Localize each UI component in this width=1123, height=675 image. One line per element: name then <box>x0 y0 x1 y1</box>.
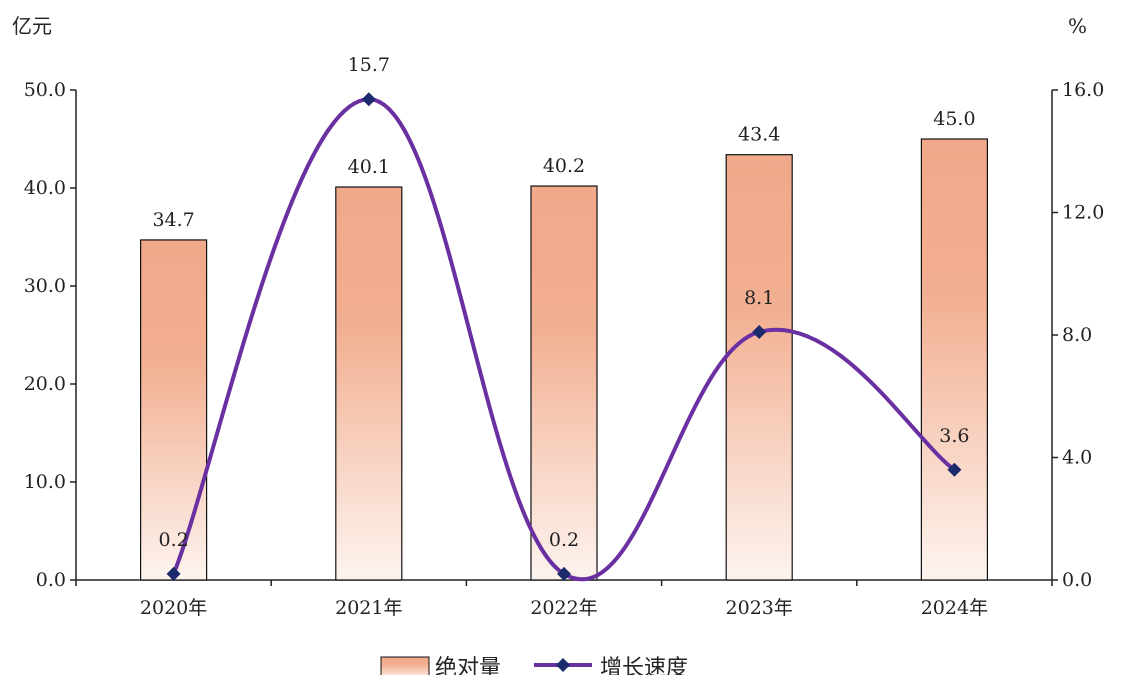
x-tick-label: 2022年 <box>530 597 597 619</box>
line-marker <box>166 566 181 581</box>
left-tick-label: 0.0 <box>36 569 66 591</box>
legend-swatch-bar <box>380 656 430 675</box>
x-tick-label: 2023年 <box>726 597 793 619</box>
x-tick-label: 2024年 <box>921 597 988 619</box>
legend-label-line: 增长速度 <box>600 656 688 675</box>
right-tick-label: 8.0 <box>1062 324 1092 346</box>
bar <box>335 186 403 581</box>
line-marker <box>752 324 767 339</box>
growth-line <box>171 97 956 582</box>
right-tick-label: 16.0 <box>1062 79 1104 101</box>
line-value-label: 0.2 <box>549 529 579 551</box>
bar-value-label: 34.7 <box>152 209 194 231</box>
line-value-label: 0.2 <box>158 529 188 551</box>
bar-series <box>140 138 989 581</box>
data-labels: 34.7 40.1 40.2 43.4 45.0 0.2 15.7 0.2 8.1 3.6 <box>152 54 975 551</box>
right-tick-label: 4.0 <box>1062 447 1092 469</box>
right-tick-label: 12.0 <box>1062 202 1104 224</box>
bar <box>140 239 208 581</box>
left-tick-label: 20.0 <box>24 373 66 395</box>
left-tick-label: 40.0 <box>24 177 66 199</box>
line-series <box>166 92 962 582</box>
line-marker <box>557 566 571 581</box>
left-tick-label: 30.0 <box>24 275 66 297</box>
bar-value-label: 43.4 <box>738 124 780 146</box>
bar-value-label: 40.2 <box>543 155 585 177</box>
legend-label-bar: 绝对量 <box>435 656 501 675</box>
right-axis-unit: % <box>1068 14 1087 38</box>
x-tick-label: 2021年 <box>335 597 402 619</box>
legend-marker <box>556 658 570 672</box>
bar-value-label: 45.0 <box>933 108 975 130</box>
bar <box>920 138 989 581</box>
x-tick-label: 2020年 <box>140 597 207 619</box>
legend: 绝对量 增长速度 <box>380 656 688 675</box>
line-marker <box>361 92 376 107</box>
line-value-label: 3.6 <box>939 425 969 447</box>
line-value-label: 15.7 <box>348 54 390 76</box>
bar <box>725 154 793 581</box>
line-marker <box>947 462 962 477</box>
left-tick-label: 50.0 <box>24 79 66 101</box>
axes: 0.0 10.0 20.0 30.0 40.0 50.0 0.0 4.0 8.0 12.0 16.0… <box>24 79 1105 619</box>
left-tick-label: 10.0 <box>24 471 66 493</box>
bar <box>530 185 598 581</box>
left-axis-unit: 亿元 <box>12 14 52 38</box>
bar-value-label: 40.1 <box>348 156 390 178</box>
right-tick-label: 0.0 <box>1062 569 1092 591</box>
line-value-label: 8.1 <box>744 287 774 309</box>
